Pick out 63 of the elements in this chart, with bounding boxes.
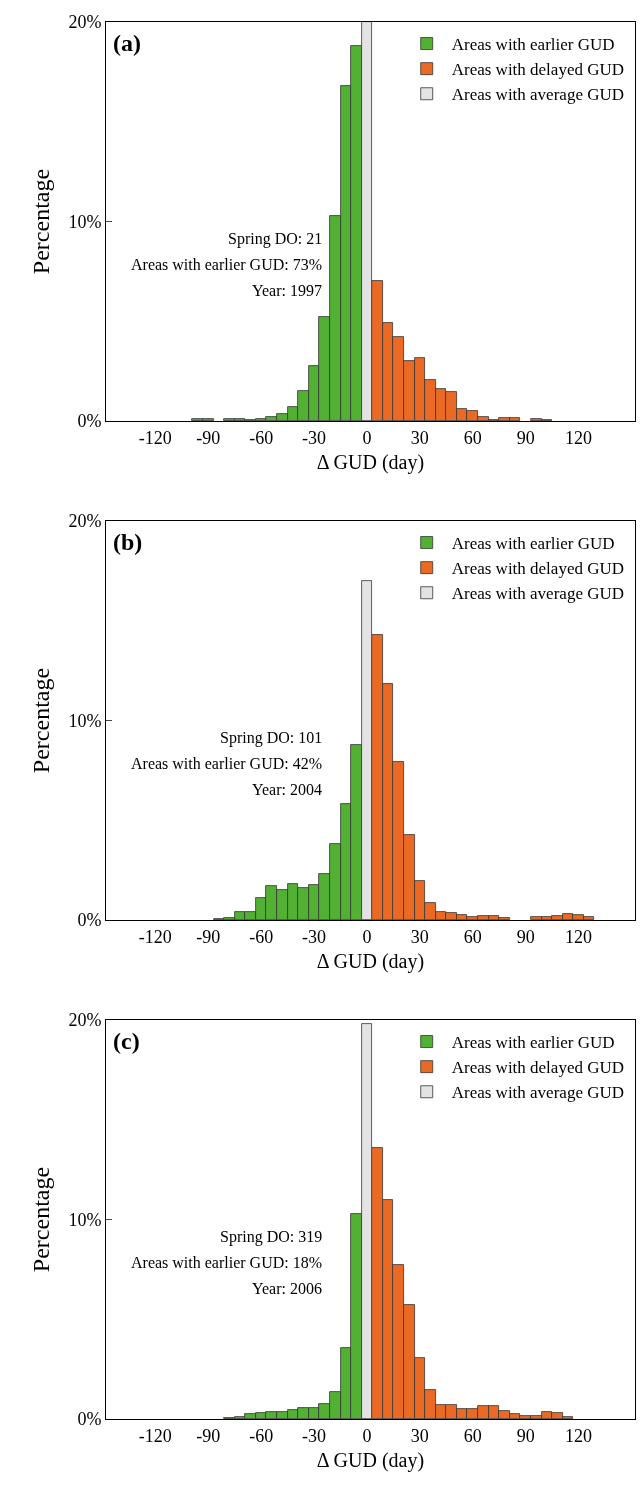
y-tick-label: 0%	[77, 411, 102, 432]
x-tick-label: -120	[138, 926, 172, 947]
x-tick-label: 0	[362, 427, 372, 448]
x-tick-label: 60	[463, 1425, 482, 1446]
x-tick-label: -90	[196, 1425, 221, 1446]
x-axis-title: Δ GUD (day)	[316, 950, 425, 974]
x-tick-label: 120	[565, 1425, 593, 1446]
x-tick-label: 120	[565, 427, 593, 448]
x-tick-label: -120	[138, 427, 172, 448]
x-tick-label: -30	[302, 427, 327, 448]
legend-label: Areas with delayed GUD	[451, 1058, 625, 1078]
annotation: Areas with earlier GUD: 18%	[131, 1254, 323, 1271]
y-tick-label: 20%	[68, 1010, 102, 1031]
y-axis-title: Percentage	[27, 667, 54, 774]
x-tick-label: 90	[516, 1425, 535, 1446]
y-tick-label: 10%	[68, 710, 102, 731]
legend-label: Areas with earlier GUD	[451, 534, 615, 554]
x-tick-label: -60	[249, 1425, 274, 1446]
y-tick-label: 0%	[77, 1409, 102, 1430]
x-tick-label: -30	[302, 926, 327, 947]
x-tick-label: 0	[362, 1425, 372, 1446]
annotation: Spring DO: 101	[220, 729, 323, 747]
legend-label: Areas with earlier GUD	[451, 35, 615, 55]
y-tick-label: 10%	[68, 1209, 102, 1230]
legend-label: Areas with average GUD	[451, 1083, 625, 1103]
y-axis-title: Percentage	[27, 168, 54, 275]
legend-label: Areas with delayed GUD	[451, 60, 625, 80]
x-tick-label: 120	[565, 926, 593, 947]
y-tick-label: 0%	[77, 910, 102, 931]
x-tick-label: 30	[410, 1425, 429, 1446]
annotation: (a)	[113, 30, 141, 56]
y-tick-label: 10%	[68, 211, 102, 232]
x-tick-label: 90	[516, 926, 535, 947]
x-tick-label: -90	[196, 926, 221, 947]
x-tick-label: 30	[410, 926, 429, 947]
annotation: Areas with earlier GUD: 73%	[131, 256, 323, 273]
y-axis-title: Percentage	[27, 1166, 54, 1273]
x-tick-label: -120	[138, 1425, 172, 1446]
legend-label: Areas with average GUD	[451, 85, 625, 105]
annotation: Year: 2006	[252, 1280, 322, 1297]
x-tick-label: 90	[516, 427, 535, 448]
annotation: (c)	[113, 1028, 140, 1054]
x-tick-label: -90	[196, 427, 221, 448]
x-tick-label: 60	[463, 427, 482, 448]
x-axis-title: Δ GUD (day)	[316, 451, 425, 475]
legend-label: Areas with average GUD	[451, 584, 625, 604]
y-tick-label: 20%	[68, 12, 102, 33]
x-tick-label: -60	[249, 926, 274, 947]
y-tick-label: 20%	[68, 511, 102, 532]
x-tick-label: -30	[302, 1425, 327, 1446]
x-tick-label: 60	[463, 926, 482, 947]
x-axis-title: Δ GUD (day)	[316, 1449, 425, 1473]
legend-label: Areas with delayed GUD	[451, 559, 625, 579]
legend-label: Areas with earlier GUD	[451, 1033, 615, 1053]
annotation: (b)	[113, 529, 143, 555]
annotation: Year: 2004	[252, 781, 322, 798]
annotation: Spring DO: 319	[220, 1228, 323, 1246]
annotation: Areas with earlier GUD: 42%	[131, 755, 323, 772]
x-tick-label: 0	[362, 926, 372, 947]
annotation: Spring DO: 21	[228, 230, 323, 248]
x-tick-label: -60	[249, 427, 274, 448]
annotation: Year: 1997	[252, 282, 322, 299]
x-tick-label: 30	[410, 427, 429, 448]
